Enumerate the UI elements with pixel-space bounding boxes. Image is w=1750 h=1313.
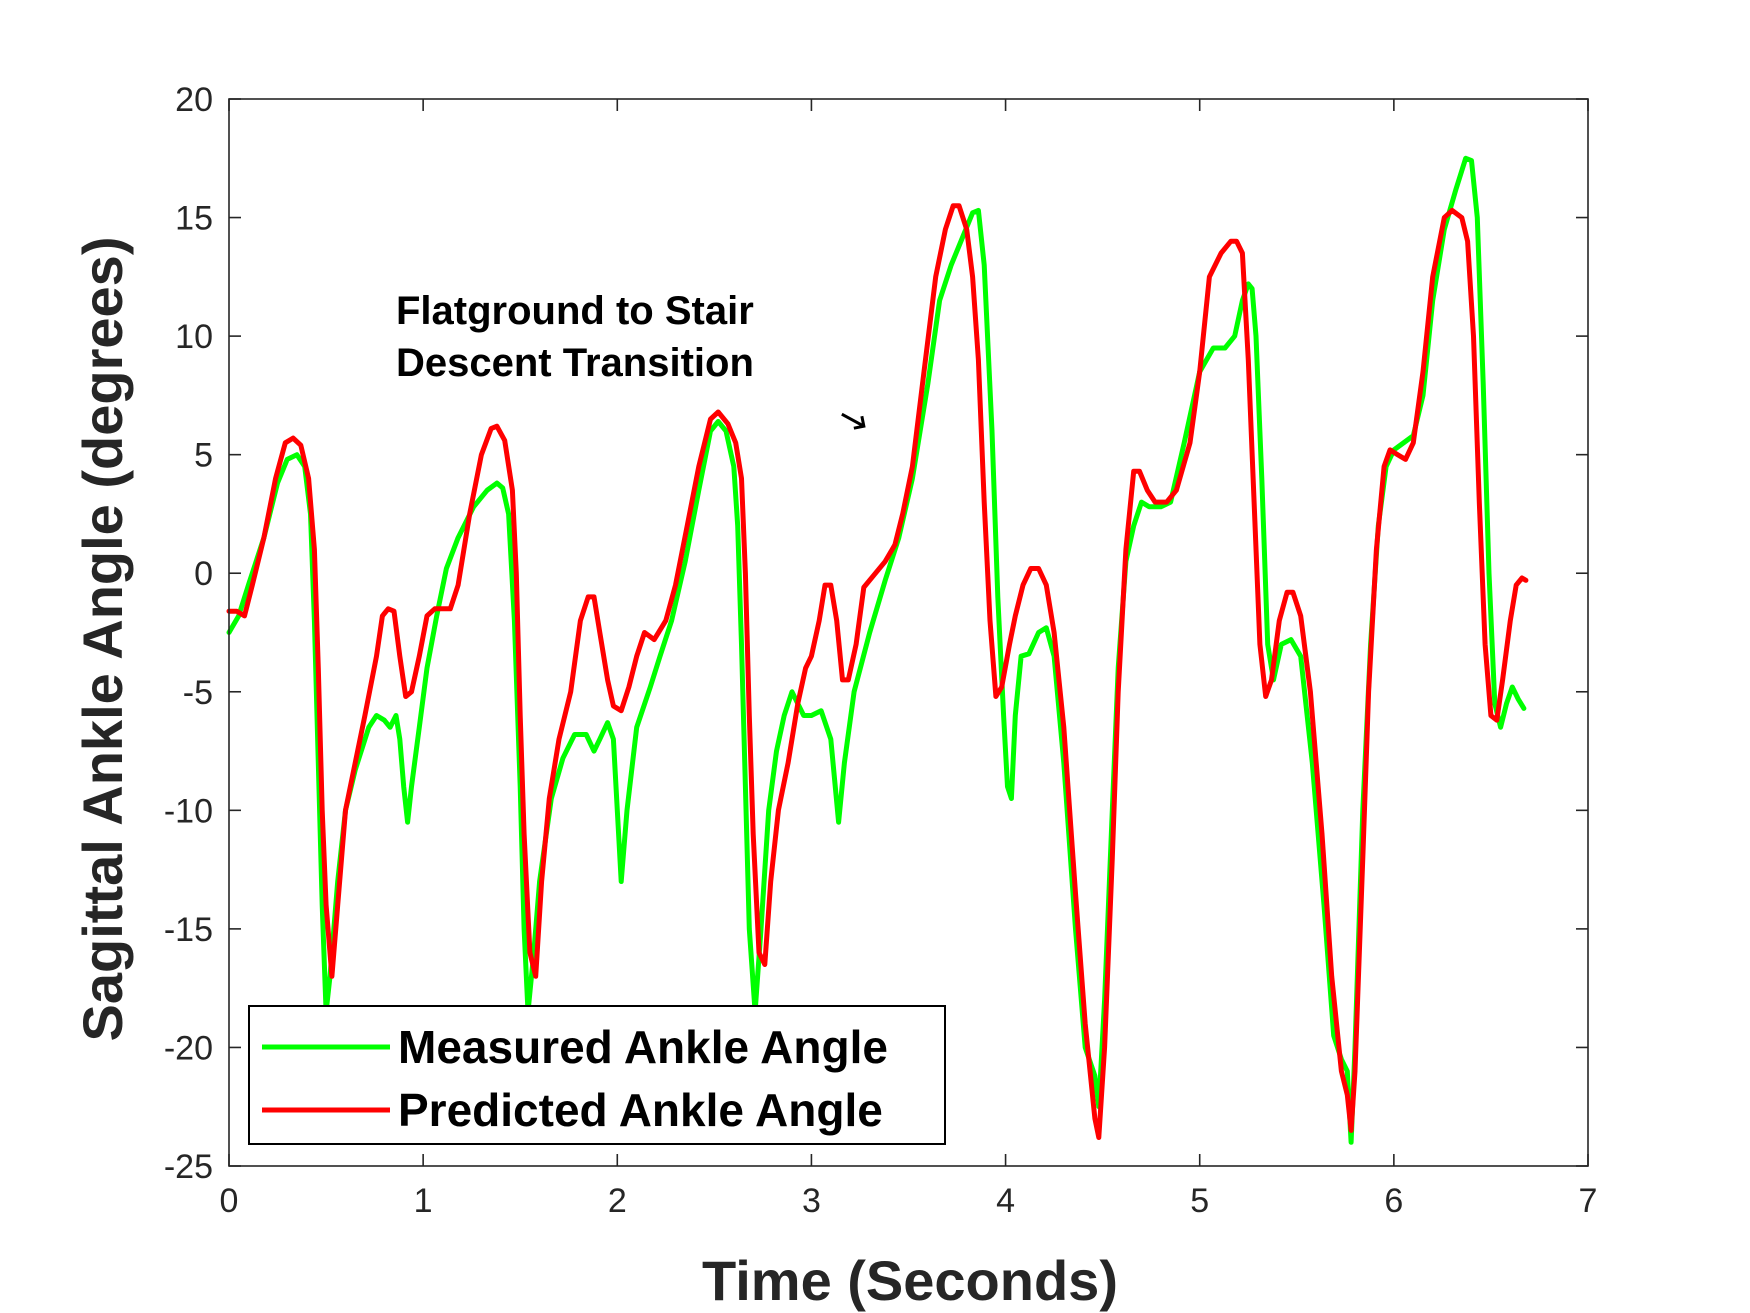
y-tick-label: 0 bbox=[194, 555, 213, 593]
legend: Measured Ankle Angle Predicted Ankle Ang… bbox=[248, 1005, 946, 1145]
legend-box bbox=[248, 1005, 946, 1145]
annotation-arrow-head bbox=[853, 415, 866, 430]
series-line-0 bbox=[226, 155, 1527, 1145]
y-tick-label: 20 bbox=[175, 81, 213, 119]
y-tick-label: -10 bbox=[164, 792, 213, 830]
y-tick-label: -15 bbox=[164, 911, 213, 949]
x-tick-label: 1 bbox=[414, 1182, 433, 1220]
series-line-1 bbox=[226, 203, 1529, 1140]
x-tick-label: 4 bbox=[996, 1182, 1015, 1220]
y-tick-label: 15 bbox=[175, 200, 213, 238]
legend-label-measured: Measured Ankle Angle bbox=[398, 1021, 888, 1073]
y-axis-title: Sagittal Ankle Angle (degrees) bbox=[71, 237, 134, 1042]
y-tick-label: 10 bbox=[175, 318, 213, 356]
y-tick-label: -5 bbox=[183, 674, 213, 712]
x-tick-label: 7 bbox=[1579, 1182, 1598, 1220]
annotation-line-2: Descent Transition bbox=[396, 341, 754, 385]
annotation-arrow-icon bbox=[841, 412, 866, 430]
x-tick-label: 0 bbox=[220, 1182, 239, 1220]
y-tick-label: -20 bbox=[164, 1029, 213, 1067]
plot-frame bbox=[228, 98, 1589, 1167]
y-tick-label: -25 bbox=[164, 1148, 213, 1186]
ticks-layer: 0 1 2 3 4 5 6 7 -25 -20 -15 -10 -5 0 5 10 15 20 bbox=[164, 81, 1598, 1220]
annotation-arrow-shaft bbox=[841, 412, 865, 428]
legend-label-predicted: Predicted Ankle Angle bbox=[398, 1084, 883, 1136]
y-tick-label: 5 bbox=[194, 437, 213, 475]
series-layer bbox=[226, 155, 1529, 1145]
x-tick-label: 3 bbox=[802, 1182, 821, 1220]
annotation-line-1: Flatground to Stair bbox=[396, 289, 754, 333]
x-tick-label: 2 bbox=[608, 1182, 627, 1220]
x-tick-label: 6 bbox=[1384, 1182, 1403, 1220]
x-tick-label: 5 bbox=[1190, 1182, 1209, 1220]
annotation: Flatground to Stair Descent Transition bbox=[396, 289, 866, 430]
x-axis-title: Time (Seconds) bbox=[702, 1249, 1118, 1312]
